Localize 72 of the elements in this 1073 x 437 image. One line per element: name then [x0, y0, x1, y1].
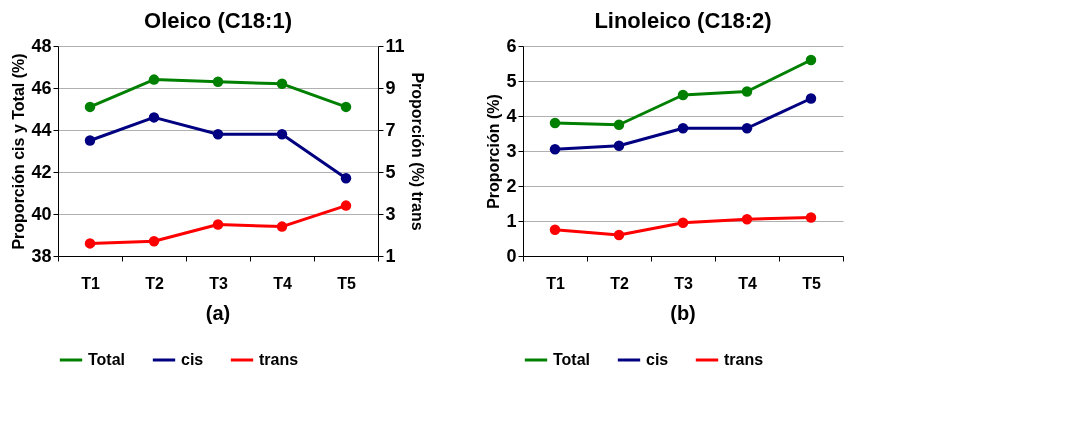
point — [549, 224, 561, 235]
point — [276, 128, 288, 140]
point — [805, 93, 817, 104]
legend-label: Total — [553, 351, 591, 368]
x-tick-label: T1 — [81, 274, 100, 292]
point — [677, 89, 689, 101]
y-tick-label: 44 — [31, 119, 52, 140]
point — [677, 123, 689, 134]
y-tick-label: 4 — [506, 105, 517, 126]
point — [84, 135, 96, 146]
y-tick-label: 6 — [506, 35, 517, 56]
y-tick-label: 40 — [31, 203, 52, 224]
y2-tick-label: 7 — [385, 119, 396, 140]
point — [212, 219, 224, 230]
point — [84, 101, 96, 113]
y-tick-label: 5 — [506, 70, 517, 91]
x-tick-label: T5 — [337, 274, 356, 292]
legend-label: trans — [259, 351, 299, 368]
y-tick-label: 1 — [506, 210, 517, 231]
point — [276, 78, 288, 90]
x-tick-label: T3 — [674, 274, 693, 292]
point — [613, 140, 625, 151]
point — [148, 74, 160, 85]
point — [805, 54, 817, 66]
x-tick-label: T3 — [209, 274, 228, 292]
y2-tick-label: 5 — [385, 161, 396, 182]
point — [340, 101, 352, 113]
x-tick-label: T2 — [145, 274, 164, 292]
legend-label: trans — [724, 351, 764, 368]
point — [212, 128, 224, 140]
point — [148, 236, 160, 247]
y-tick-label: 0 — [506, 245, 517, 266]
point — [613, 119, 625, 130]
point — [549, 144, 561, 155]
legend-label: cis — [181, 351, 204, 368]
y2-tick-label: 3 — [385, 203, 396, 224]
point — [340, 173, 352, 184]
point — [340, 200, 352, 211]
y-tick-label: 2 — [506, 175, 517, 196]
point — [741, 214, 753, 225]
y-axis-title: Proporción cis y Total (%) — [10, 53, 28, 250]
point — [805, 212, 817, 223]
y-tick-label: 3 — [506, 140, 517, 161]
y-tick-label: 38 — [31, 245, 52, 266]
x-tick-label: T4 — [738, 274, 757, 292]
y-axis-title: Proporción (%) — [485, 94, 503, 209]
x-tick-label: T2 — [610, 274, 629, 292]
y2-tick-label: 1 — [385, 245, 396, 266]
y2-axis-title: Proporción (%) trans — [408, 72, 426, 231]
point — [549, 117, 561, 129]
point — [84, 238, 96, 249]
y2-tick-label: 9 — [385, 77, 396, 98]
point — [677, 217, 689, 228]
point — [741, 123, 753, 134]
x-tick-label: T5 — [802, 274, 821, 292]
point — [276, 221, 288, 232]
text: (a) — [205, 302, 231, 324]
point — [212, 76, 224, 87]
y-tick-label: 48 — [31, 35, 52, 56]
point — [148, 112, 160, 123]
chart-title: Linoleico (C18:2) — [594, 8, 772, 33]
point — [613, 229, 625, 241]
y-tick-label: 42 — [31, 161, 52, 182]
legend-label: cis — [646, 351, 669, 368]
chart-title: Oleico (C18:1) — [144, 8, 292, 33]
y-tick-label: 46 — [31, 77, 52, 98]
x-tick-label: T4 — [273, 274, 292, 292]
point — [741, 86, 753, 97]
x-tick-label: T1 — [546, 274, 565, 292]
text: (b) — [670, 302, 696, 324]
y2-tick-label: 11 — [385, 35, 405, 56]
legend-label: Total — [88, 351, 126, 368]
